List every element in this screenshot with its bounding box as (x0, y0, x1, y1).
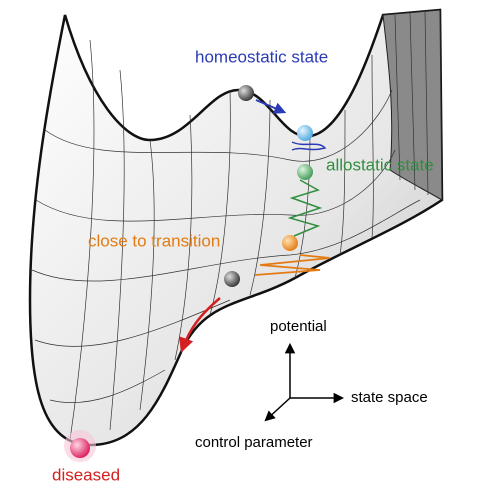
potential-surface (28, 8, 444, 447)
transition-jitter (254, 254, 331, 276)
homeostatic-jitter (291, 141, 327, 151)
transition-label: close to transition (88, 231, 220, 250)
ball-tipping (224, 271, 240, 287)
axes (264, 342, 345, 422)
axis-control-parameter: control parameter (195, 434, 313, 451)
ball-start (238, 85, 254, 101)
allostatic-label: allostatic state (326, 155, 434, 174)
ball-transition (282, 235, 298, 251)
axis-state-space: state space (351, 389, 428, 406)
homeostatic-label: homeostatic state (195, 47, 328, 66)
allostatic-jitter (287, 179, 323, 237)
disease-arrow (179, 297, 221, 353)
diseased-label: diseased (52, 465, 120, 484)
ball-homeostatic (297, 125, 313, 141)
axis-potential: potential (270, 318, 327, 335)
ball-allostatic (297, 164, 313, 180)
homeostatic-arrow (255, 99, 287, 114)
ball-diseased (70, 438, 90, 458)
mesh (31, 11, 429, 441)
